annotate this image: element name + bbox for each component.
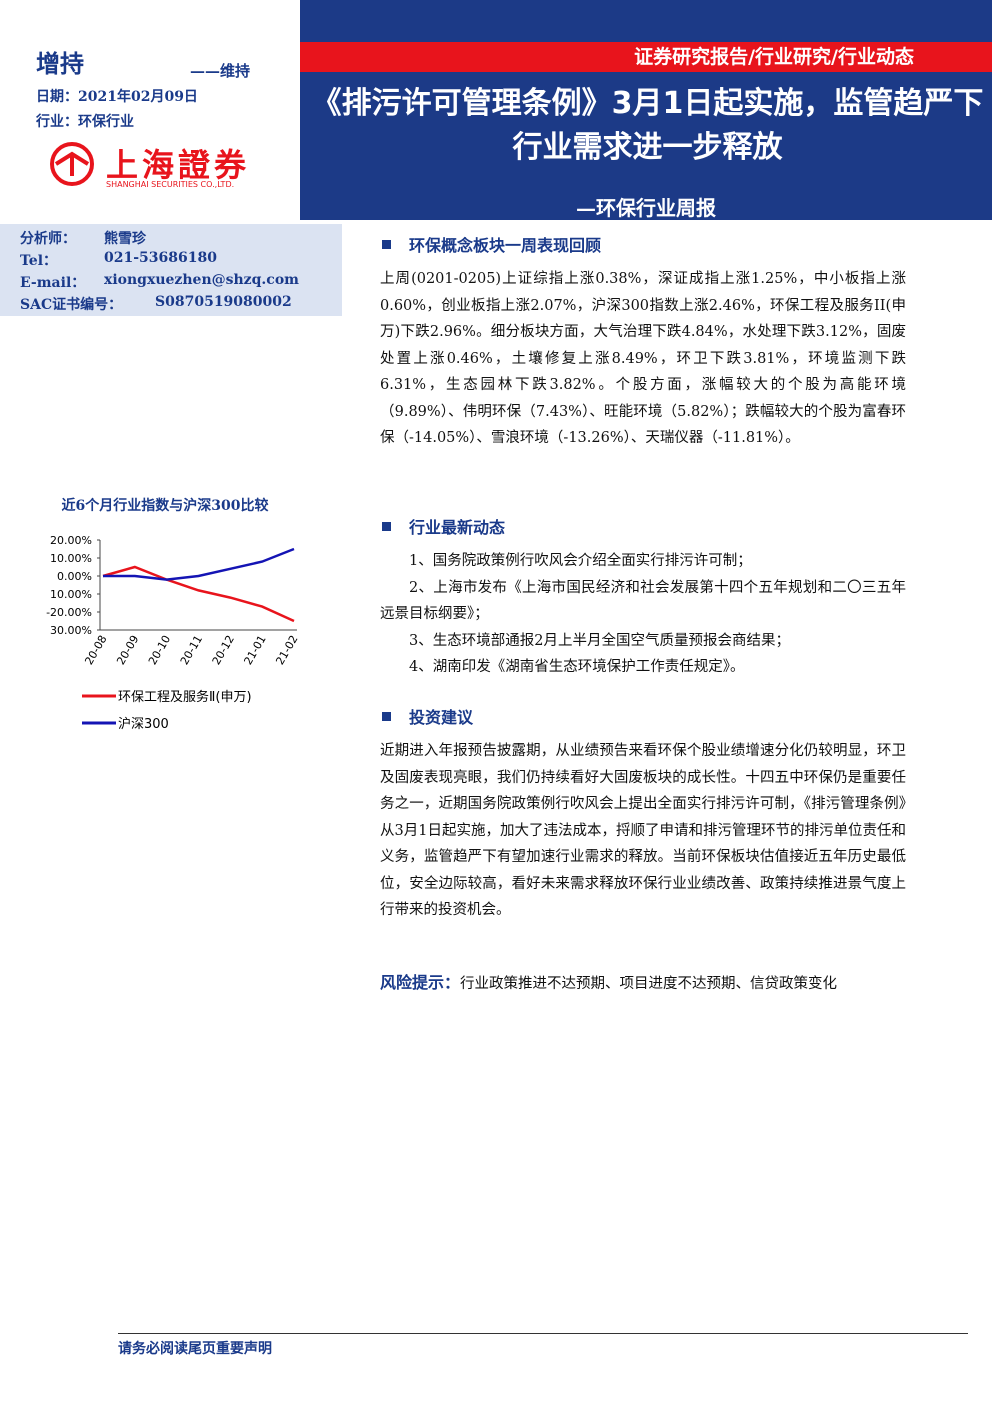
chart: 20.00%10.00%0.00%10.00%-20.00%30.00%20-0… bbox=[46, 534, 301, 732]
y-tick-label: -20.00% bbox=[46, 606, 92, 619]
risk: 风险提示：行业政策推进不达预期、项目进度不达预期、信贷政策变化 bbox=[380, 970, 906, 998]
analyst-value: 021-53686180 bbox=[104, 250, 217, 266]
list-item: 4、湖南印发《湖南省生态环境保护工作责任规定》。 bbox=[409, 659, 745, 675]
x-tick-label: 21-02 bbox=[273, 633, 300, 667]
date: 日期：2021年02月09日 bbox=[36, 89, 198, 105]
paragraph: 近期进入年报预告披露期，从业绩预告来看环保个股业绩增速分化仍较明显，环卫及固废表… bbox=[380, 743, 906, 918]
heading-text: 环保概念板块一周表现回顾 bbox=[409, 236, 602, 255]
list-item: 2、上海市发布《上海市国民经济和社会发展第十四个五年规划和二〇三五年远景目标纲要… bbox=[380, 579, 906, 623]
bullet bbox=[382, 522, 391, 531]
analyst-value: S0870519080002 bbox=[155, 294, 292, 310]
footer: 请务必阅读尾页重要声明 bbox=[118, 1341, 272, 1357]
x-tick-label: 20-08 bbox=[82, 633, 109, 667]
x-tick-label: 20-10 bbox=[146, 633, 173, 667]
analyst-label: E-mail： bbox=[20, 275, 86, 291]
list-item: 3、生态环境部通报2月上半月全国空气质量预报会商结果； bbox=[409, 632, 790, 649]
report-subtitle: —环保行业周报 bbox=[576, 196, 716, 220]
risk-label: 风险提示： bbox=[380, 973, 461, 992]
series-line bbox=[102, 565, 295, 623]
heading-text: 行业最新动态 bbox=[409, 518, 506, 537]
list-item: 1、国务院政策例行吹风会介绍全面实行排污许可制； bbox=[409, 553, 752, 569]
y-tick-label: 20.00% bbox=[50, 534, 92, 547]
analyst-label: SAC证书编号： bbox=[20, 297, 123, 313]
analyst-value: xiongxuezhen@shzq.com bbox=[104, 272, 299, 288]
bullet bbox=[382, 240, 391, 249]
rating: 增持 bbox=[36, 49, 84, 78]
industry: 行业：环保行业 bbox=[36, 114, 134, 130]
analyst-value: 熊雪珍 bbox=[104, 231, 146, 247]
analyst-label: 分析师： bbox=[20, 231, 76, 247]
logo-en: SHANGHAI SECURITIES CO.,LTD. bbox=[106, 180, 235, 189]
footer-rule bbox=[118, 1333, 968, 1334]
legend-label: 沪深300 bbox=[118, 716, 169, 732]
rating-change: ——维持 bbox=[190, 62, 251, 80]
section: 环保概念板块一周表现回顾上周(0201-0205)上证综指上涨0.38%，深证成… bbox=[380, 232, 906, 452]
legend-label: 环保工程及服务Ⅱ(申万) bbox=[118, 689, 252, 705]
x-tick-label: 21-01 bbox=[242, 633, 269, 667]
risk-text: 行业政策推进不达预期、项目进度不达预期、信贷政策变化 bbox=[460, 976, 838, 992]
x-tick-label: 20-09 bbox=[114, 633, 141, 667]
series-line bbox=[103, 547, 295, 581]
logo-icon bbox=[50, 142, 94, 186]
report-title: 《排污许可管理条例》3月1日起实施，监管趋严下行业需求进一步释放 bbox=[311, 86, 984, 165]
section-heading: 环保概念板块一周表现回顾 bbox=[380, 232, 906, 256]
y-tick-label: 10.00% bbox=[50, 552, 92, 565]
x-tick-label: 20-12 bbox=[210, 633, 237, 667]
chart-title: 近6个月行业指数与沪深300比较 bbox=[61, 498, 269, 514]
analyst-box: 分析师： 熊雪珍 Tel： 021-53686180 E-mail： xiongxuezh… bbox=[0, 224, 342, 316]
section: 行业最新动态 1、国务院政策例行吹风会介绍全面实行排污许可制； 2、上海市发布《上海… bbox=[380, 514, 906, 681]
header-band bbox=[300, 0, 992, 220]
section-heading: 行业最新动态 bbox=[380, 514, 906, 538]
paragraph: 上周(0201-0205)上证综指上涨0.38%，深证成指上涨1.25%，中小板… bbox=[380, 271, 906, 446]
section: 投资建议近期进入年报预告披露期，从业绩预告来看环保个股业绩增速分化仍较明显，环卫… bbox=[380, 704, 906, 924]
logo-text: 上海證券 bbox=[106, 146, 251, 184]
y-tick-label: 0.00% bbox=[57, 570, 92, 583]
heading-text: 投资建议 bbox=[409, 708, 474, 727]
report-type: 证券研究报告/行业研究/行业动态 bbox=[300, 42, 992, 72]
bullet bbox=[382, 712, 391, 721]
y-tick-label: 10.00% bbox=[50, 588, 92, 601]
analyst-label: Tel： bbox=[20, 253, 58, 269]
y-tick-label: 30.00% bbox=[50, 624, 92, 637]
section-heading: 投资建议 bbox=[380, 704, 906, 728]
x-tick-label: 20-11 bbox=[178, 633, 205, 667]
